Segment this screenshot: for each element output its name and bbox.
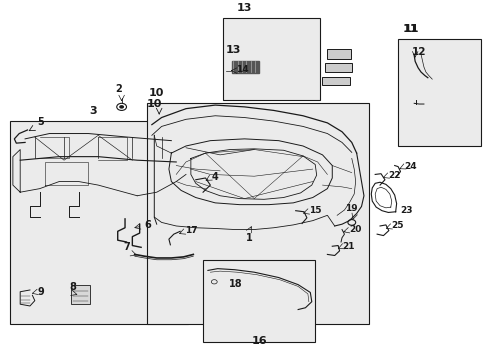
Text: 8: 8: [69, 282, 76, 292]
Text: 23: 23: [400, 206, 412, 215]
Text: 4: 4: [211, 172, 218, 182]
Text: 12: 12: [411, 47, 426, 57]
Text: 6: 6: [144, 220, 151, 230]
Text: 20: 20: [348, 225, 361, 234]
Bar: [222, 18, 320, 100]
Text: 5: 5: [37, 117, 44, 127]
Bar: [327, 49, 350, 59]
Text: 11: 11: [403, 24, 419, 34]
Bar: [10, 121, 188, 324]
Bar: [203, 260, 315, 342]
Text: 10: 10: [149, 88, 164, 98]
Text: 1: 1: [245, 233, 252, 243]
Bar: [321, 77, 349, 85]
Text: 25: 25: [390, 221, 403, 230]
Text: 10: 10: [146, 99, 162, 109]
Text: 22: 22: [387, 171, 400, 180]
Text: 21: 21: [341, 242, 354, 251]
Bar: [71, 285, 90, 304]
Text: 15: 15: [309, 206, 321, 215]
Bar: [397, 39, 480, 146]
Circle shape: [119, 105, 124, 109]
Text: 18: 18: [228, 279, 242, 289]
Bar: [147, 103, 368, 324]
Text: 3: 3: [89, 106, 97, 116]
Text: 14: 14: [235, 65, 248, 74]
Text: 13: 13: [236, 3, 252, 13]
Text: 11: 11: [402, 24, 417, 34]
Text: 16: 16: [251, 336, 266, 346]
Text: 24: 24: [404, 162, 416, 171]
Text: 7: 7: [123, 242, 130, 252]
Polygon shape: [232, 60, 259, 73]
Bar: [325, 63, 351, 72]
Text: 2: 2: [115, 85, 122, 94]
Text: 13: 13: [225, 45, 241, 55]
Text: 9: 9: [37, 287, 44, 297]
Text: 19: 19: [345, 204, 357, 213]
Text: 17: 17: [184, 226, 197, 235]
